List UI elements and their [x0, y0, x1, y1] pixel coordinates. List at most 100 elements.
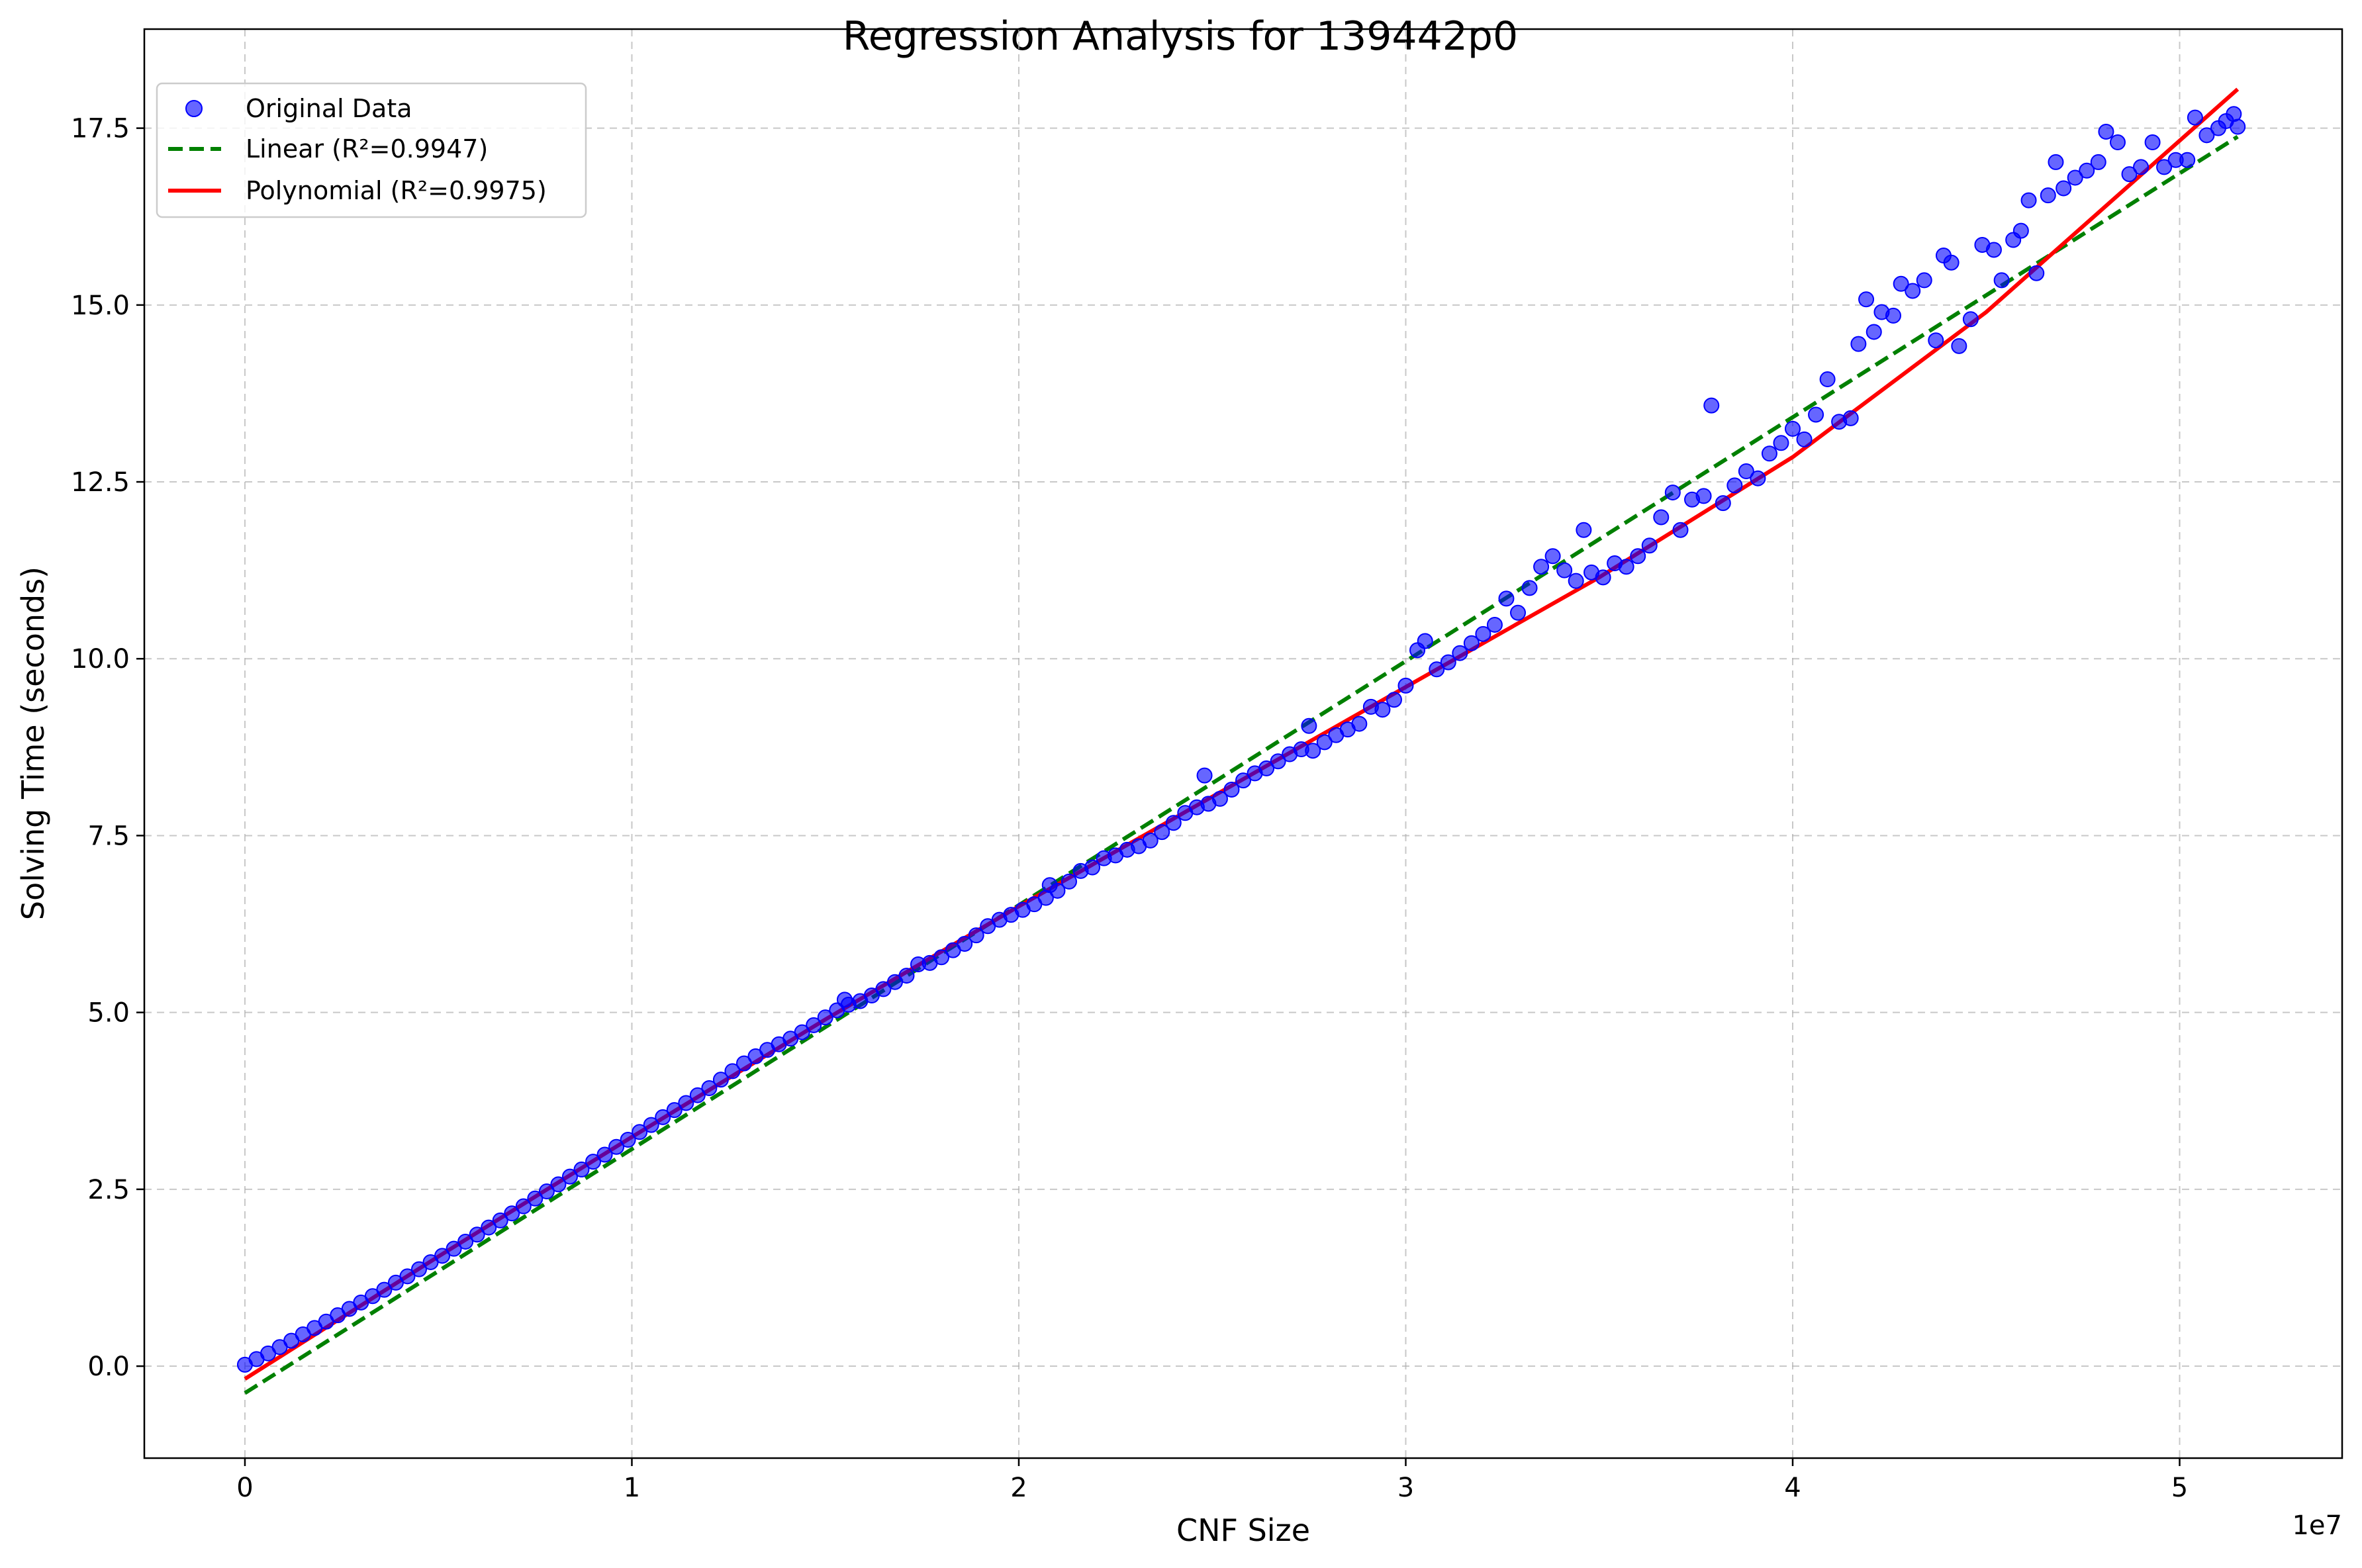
- chart-title: Regression Analysis for 139442p0: [843, 13, 1518, 60]
- data-point: [1142, 832, 1158, 849]
- data-point: [585, 1154, 602, 1170]
- data-point: [1429, 661, 1445, 678]
- data-point: [411, 1261, 427, 1277]
- data-point: [1305, 743, 1321, 759]
- y-tick-label: 15.0: [71, 291, 130, 321]
- data-point: [1196, 767, 1213, 784]
- data-point: [1417, 633, 1433, 649]
- data-point: [2020, 192, 2037, 208]
- data-point: [1154, 824, 1170, 841]
- x-axis-ticks: 0 1 2 3 4 5: [236, 1458, 2188, 1503]
- data-point: [1533, 559, 1550, 575]
- data-point: [1510, 604, 1526, 621]
- data-point: [2133, 159, 2149, 175]
- data-point: [504, 1205, 520, 1222]
- x-tick-label: 3: [1397, 1473, 1414, 1503]
- legend-box: [156, 82, 587, 218]
- data-point: [1773, 435, 1789, 451]
- data-point: [643, 1117, 659, 1133]
- data-point: [1738, 463, 1754, 480]
- data-point: [469, 1226, 485, 1243]
- data-point: [538, 1183, 555, 1200]
- data-point: [655, 1109, 671, 1125]
- data-point: [2067, 169, 2083, 186]
- data-point: [1750, 470, 1766, 486]
- data-point: [1556, 562, 1573, 578]
- x-axis-label: CNF Size: [1176, 1512, 1310, 1548]
- data-point: [735, 1055, 752, 1072]
- data-point: [957, 935, 973, 952]
- data-point: [701, 1080, 718, 1097]
- data-point: [666, 1102, 683, 1119]
- data-point: [550, 1176, 567, 1193]
- legend-label-polynomial: Polynomial (R²=0.9975): [246, 176, 547, 205]
- data-point: [1808, 406, 1824, 423]
- data-point: [1951, 338, 1967, 354]
- data-point: [1463, 635, 1480, 651]
- data-point: [1943, 254, 1960, 271]
- data-point: [1819, 371, 1836, 388]
- x-tick-label: 4: [1784, 1473, 1801, 1503]
- data-point: [1316, 734, 1333, 751]
- data-point: [2187, 109, 2203, 126]
- x-axis-offset-label: 1e7: [2292, 1510, 2342, 1541]
- data-point: [632, 1124, 648, 1140]
- data-point: [1796, 431, 1813, 447]
- data-point: [794, 1024, 810, 1040]
- data-point: [1440, 654, 1456, 670]
- data-point: [2198, 127, 2215, 144]
- data-point: [1223, 781, 1240, 798]
- data-point: [1258, 760, 1275, 776]
- data-point: [689, 1087, 706, 1103]
- data-point: [2040, 187, 2056, 204]
- data-point: [1235, 772, 1251, 789]
- scatter-points: [236, 106, 2246, 1373]
- grid-lines: [144, 29, 2342, 1458]
- data-point: [446, 1240, 462, 1257]
- data-point: [1726, 477, 1743, 494]
- x-tick-label: 0: [236, 1473, 253, 1503]
- data-point: [1866, 324, 1882, 340]
- data-point: [561, 1168, 578, 1185]
- x-tick-label: 5: [2171, 1473, 2188, 1503]
- data-point: [1576, 522, 1592, 538]
- data-point: [1928, 332, 1944, 349]
- x-tick-label: 1: [624, 1473, 640, 1503]
- data-point: [1270, 753, 1286, 770]
- data-point: [968, 927, 984, 944]
- data-point: [724, 1063, 741, 1080]
- data-point: [836, 992, 853, 1008]
- data-point: [678, 1095, 694, 1111]
- data-point: [399, 1268, 416, 1285]
- y-tick-label: 5.0: [87, 998, 130, 1029]
- data-point: [573, 1161, 590, 1177]
- data-point: [1761, 445, 1777, 462]
- data-point: [1893, 275, 1909, 292]
- data-point: [376, 1281, 393, 1298]
- data-point: [1498, 590, 1515, 607]
- data-point: [2028, 265, 2045, 281]
- data-point: [1544, 548, 1561, 565]
- y-tick-label: 2.5: [87, 1175, 130, 1205]
- data-point: [2055, 180, 2072, 197]
- data-point: [1397, 677, 1414, 694]
- data-point: [1653, 509, 1670, 526]
- y-tick-label: 7.5: [87, 821, 130, 851]
- data-point: [933, 949, 950, 966]
- y-tick-label: 17.5: [71, 114, 130, 144]
- y-tick-label: 0.0: [87, 1352, 130, 1382]
- data-point: [1785, 420, 1801, 437]
- data-point: [1386, 692, 1402, 708]
- data-point: [712, 1072, 729, 1088]
- legend-marker-original-data: [185, 100, 203, 117]
- data-point: [1916, 272, 1932, 289]
- data-point: [457, 1233, 474, 1250]
- y-axis-ticks: 0.0 2.5 5.0 7.5 10.0 12.5 15.0 17.5: [71, 114, 144, 1382]
- y-tick-label: 12.5: [71, 467, 130, 498]
- data-point: [2156, 159, 2173, 175]
- data-point: [596, 1146, 613, 1163]
- y-tick-label: 10.0: [71, 644, 130, 674]
- data-point: [527, 1190, 543, 1207]
- data-point: [2144, 134, 2161, 151]
